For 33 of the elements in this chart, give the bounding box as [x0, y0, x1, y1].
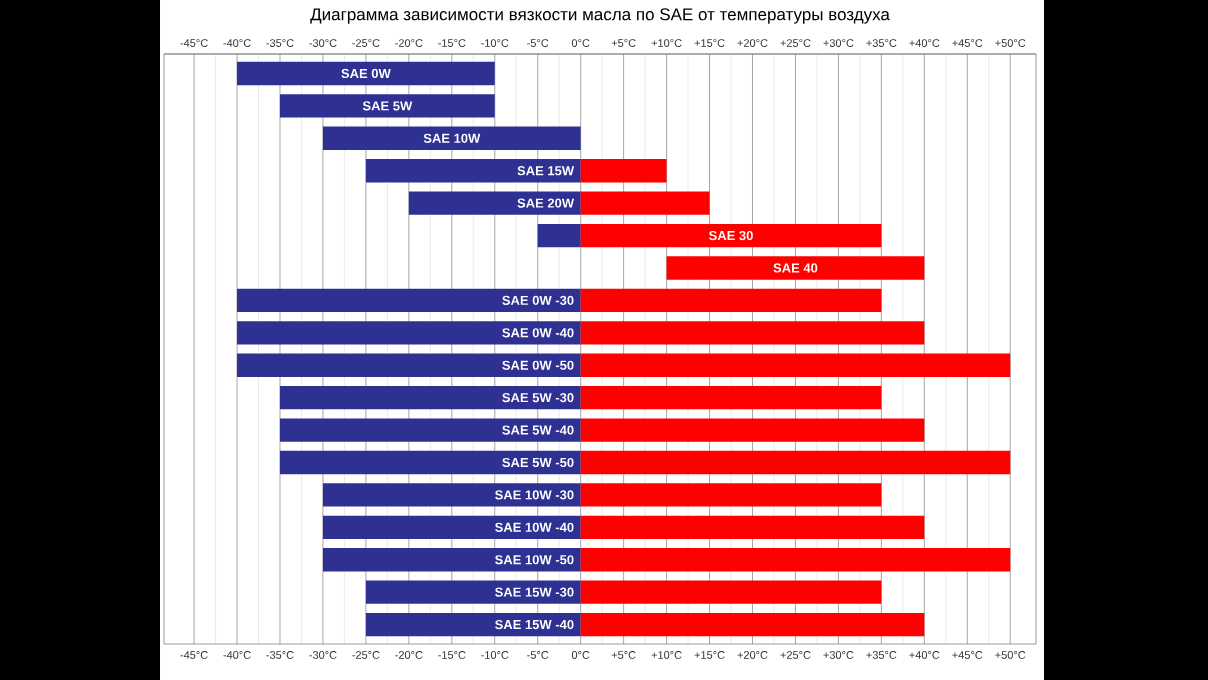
bar: [580, 483, 882, 507]
bar: [580, 580, 882, 604]
bar: [279, 450, 581, 475]
bar: [580, 223, 882, 248]
bar: [365, 612, 581, 637]
bar: [580, 548, 1011, 572]
bar: [279, 418, 581, 442]
bar: [237, 61, 495, 86]
bar: [580, 515, 925, 539]
bar: [279, 94, 495, 118]
bar: [237, 353, 581, 377]
bar: [580, 450, 1011, 475]
bar: [322, 548, 581, 572]
bar: [322, 515, 581, 539]
bar: [537, 223, 581, 248]
bar: [580, 159, 667, 183]
bar: [580, 385, 882, 410]
bar: [322, 126, 581, 150]
bar: [580, 321, 925, 345]
bar: [237, 321, 581, 345]
bar: [408, 191, 581, 215]
bar: [365, 580, 581, 604]
bar: [580, 191, 710, 215]
bar: [580, 353, 1011, 377]
bar: [666, 256, 925, 280]
bar: [580, 612, 925, 637]
bar: [580, 418, 925, 442]
chart-title: Диаграмма зависимости вязкости масла по SAE от температуры воздуха: [310, 8, 890, 24]
bar: [365, 159, 581, 183]
bar: [322, 483, 581, 507]
bar: [237, 288, 581, 313]
bar: [279, 385, 581, 410]
bar: [580, 288, 882, 313]
